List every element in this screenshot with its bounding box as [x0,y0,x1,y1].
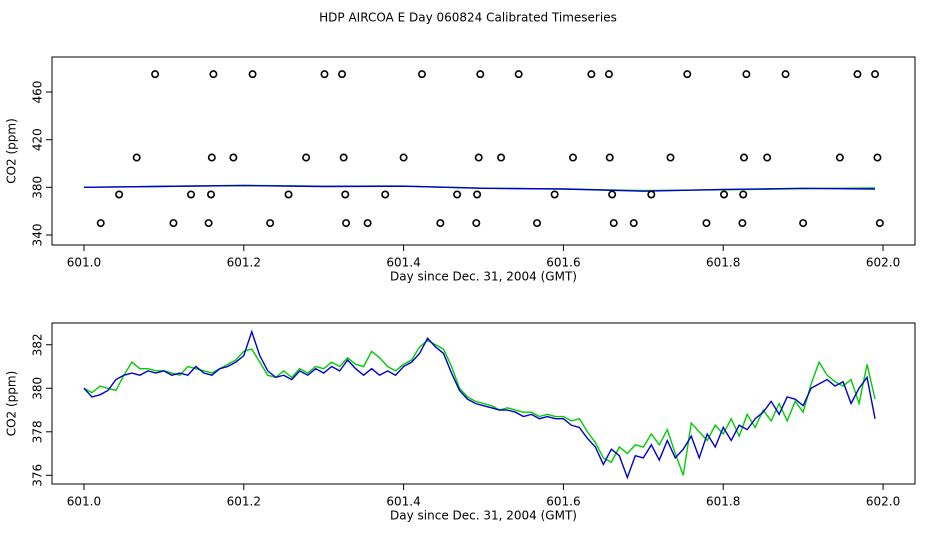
scatter-point [132,153,141,162]
scatter-point [629,219,638,228]
scatter-point [550,190,559,199]
scatter-point [472,219,481,228]
scatter-point [871,70,880,79]
scatter-point [739,153,748,162]
y-tick-label: 378 [31,420,45,443]
scatter-point [781,70,790,79]
y-axis-title: CO2 (ppm) [5,118,19,184]
scatter-point [738,219,747,228]
scatter-point [739,190,748,199]
scatter-point [207,153,216,162]
scatter-point [835,153,844,162]
scatter-point [533,219,542,228]
x-axis-title: Day since Dec. 31, 2004 (GMT) [390,509,577,523]
scatter-point [436,219,445,228]
scatter-point [683,70,692,79]
x-tick-label: 601.8 [706,495,740,509]
scatter-point [204,219,213,228]
x-tick-label: 601.6 [546,495,580,509]
scatter-point [266,219,275,228]
y-axis-title: CO2 (ppm) [5,371,19,437]
scatter-point [151,70,160,79]
chart-title: HDP AIRCOA E Day 060824 Calibrated Times… [319,11,617,25]
scatter-point [514,70,523,79]
series-line [83,184,876,192]
scatter-point [399,153,408,162]
x-tick-label: 601.4 [386,495,420,509]
y-tick-label: 376 [31,464,45,487]
scatter-point [453,190,462,199]
scatter-point [666,153,675,162]
x-axis-title: Day since Dec. 31, 2004 (GMT) [390,270,577,284]
scatter-point [320,70,329,79]
plot-frame [51,322,916,485]
scatter-point [853,70,862,79]
scatter-point [875,219,884,228]
scatter-point [363,219,372,228]
scatter-point [605,153,614,162]
scatter-point [381,190,390,199]
scatter-point [497,153,506,162]
x-tick-label: 601.0 [67,256,101,270]
x-tick-label: 602.0 [866,495,900,509]
scatter-point [476,70,485,79]
scatter-point [474,153,483,162]
scatter-point [229,153,238,162]
scatter-point [342,219,351,228]
scatter-point [284,190,293,199]
x-tick-label: 601.2 [227,495,261,509]
series-line [83,329,876,480]
y-tick-label: 460 [31,81,45,104]
scatter-point [417,70,426,79]
scatter-point [609,219,618,228]
x-tick-label: 601.4 [386,256,420,270]
y-tick-label: 380 [31,377,45,400]
scatter-point [338,70,347,79]
y-tick-label: 420 [31,128,45,151]
x-tick-label: 602.0 [866,256,900,270]
scatter-point [742,70,751,79]
scatter-point [587,70,596,79]
scatter-point [207,190,216,199]
scatter-point [720,190,729,199]
scatter-point [169,219,178,228]
plot-frame [51,56,916,246]
x-tick-label: 601.2 [227,256,261,270]
y-tick-label: 340 [31,224,45,247]
scatter-point [473,190,482,199]
scatter-point [873,153,882,162]
scatter-point [302,153,311,162]
scatter-point [209,70,218,79]
scatter-point [604,70,613,79]
scatter-point [339,153,348,162]
y-tick-label: 380 [31,176,45,199]
scatter-point [115,190,124,199]
scatter-point [799,219,808,228]
scatter-point [647,190,656,199]
x-tick-label: 601.6 [546,256,580,270]
x-tick-label: 601.8 [706,256,740,270]
scatter-point [341,190,350,199]
x-tick-label: 601.0 [67,495,101,509]
series-line [83,339,876,476]
scatter-point [763,153,772,162]
y-tick-label: 382 [31,333,45,356]
scatter-point [608,190,617,199]
scatter-point [96,219,105,228]
scatter-point [702,219,711,228]
scatter-point [248,70,257,79]
scatter-point [568,153,577,162]
scatter-point [187,190,196,199]
